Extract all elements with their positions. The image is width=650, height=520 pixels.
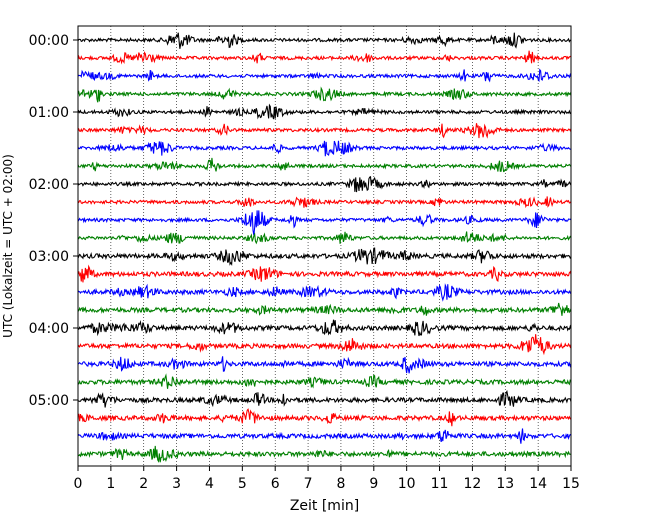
x-axis-title: Zeit [min] bbox=[290, 498, 359, 514]
y-axis: 00:00 01:00 02:00 03:00 04:00 05:00 bbox=[29, 33, 78, 409]
trace-0100 bbox=[77, 103, 572, 120]
trace-0130 bbox=[77, 140, 572, 157]
trace-0530 bbox=[77, 428, 572, 444]
trace-0115 bbox=[77, 123, 572, 139]
x-tick-label: 7 bbox=[304, 476, 313, 492]
x-tick-label: 4 bbox=[205, 476, 214, 492]
trace-0300 bbox=[77, 247, 572, 266]
trace-0515 bbox=[77, 408, 572, 427]
trace-0545 bbox=[77, 445, 572, 463]
y-tick-label: 02:00 bbox=[29, 177, 69, 193]
y-tick-label: 03:00 bbox=[29, 249, 69, 265]
trace-0200 bbox=[77, 175, 572, 193]
x-tick-label: 10 bbox=[398, 476, 416, 492]
x-tick-label: 0 bbox=[74, 476, 83, 492]
trace-0245 bbox=[77, 231, 572, 245]
trace-0400 bbox=[77, 319, 572, 337]
grid-lines bbox=[110, 26, 539, 466]
x-tick-label: 12 bbox=[463, 476, 481, 492]
trace-0230 bbox=[77, 210, 572, 236]
y-tick-label: 01:00 bbox=[29, 105, 69, 121]
trace-0500 bbox=[77, 390, 572, 408]
plot-frame bbox=[77, 25, 572, 467]
trace-0145 bbox=[77, 157, 572, 173]
trace-0345 bbox=[77, 302, 572, 316]
trace-0000 bbox=[77, 32, 572, 49]
trace-0445 bbox=[77, 373, 572, 389]
x-tick-label: 1 bbox=[106, 476, 115, 492]
x-tick-label: 14 bbox=[529, 476, 547, 492]
y-tick-label: 00:00 bbox=[29, 33, 69, 49]
trace-0415 bbox=[77, 334, 572, 356]
y-tick-label: 05:00 bbox=[29, 393, 69, 409]
x-tick-label: 9 bbox=[369, 476, 378, 492]
x-tick-label: 5 bbox=[238, 476, 247, 492]
trace-0315 bbox=[77, 264, 572, 283]
x-tick-label: 6 bbox=[271, 476, 280, 492]
trace-0015 bbox=[77, 50, 572, 65]
x-tick-label: 13 bbox=[496, 476, 514, 492]
x-axis: 0 1 2 3 4 5 6 7 8 9 10 11 12 13 14 15 bbox=[74, 466, 580, 492]
x-tick-label: 11 bbox=[431, 476, 449, 492]
x-tick-label: 15 bbox=[562, 476, 580, 492]
trace-0215 bbox=[77, 196, 572, 209]
seismic-traces bbox=[77, 32, 572, 463]
trace-0330 bbox=[77, 283, 572, 302]
x-tick-label: 3 bbox=[172, 476, 181, 492]
y-tick-label: 04:00 bbox=[29, 321, 69, 337]
x-tick-label: 8 bbox=[336, 476, 345, 492]
trace-0045 bbox=[77, 86, 572, 103]
trace-0430 bbox=[77, 356, 572, 374]
x-tick-label: 2 bbox=[139, 476, 148, 492]
trace-0030 bbox=[77, 68, 572, 83]
y-axis-title: UTC (Lokalzeit = UTC + 02:00) bbox=[1, 154, 15, 338]
